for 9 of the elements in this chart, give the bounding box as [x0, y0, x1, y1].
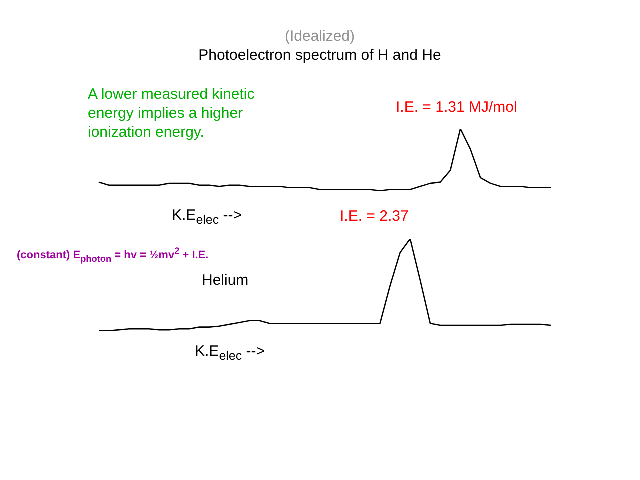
annotation: A lower measured kinetic energy implies a higher ionization energy.: [88, 85, 256, 142]
text: I.E. = 2.37: [340, 208, 409, 225]
chart-subtitle: (Idealized): [284, 28, 356, 45]
text: I.E. = 1.31 MJ/mol: [396, 99, 518, 116]
annotation: (constant) E$_{photon}$ = hv = ½mv$^{2}$ + I.E.: [17, 246, 209, 264]
chart-title: Photoelectron spectrum of H and He: [198, 47, 442, 64]
x-axis-title: K.E$_{elec}$ -->: [172, 207, 242, 227]
text: Helium: [202, 272, 249, 289]
x-axis-title: K.E$_{elec}$ -->: [195, 343, 266, 363]
